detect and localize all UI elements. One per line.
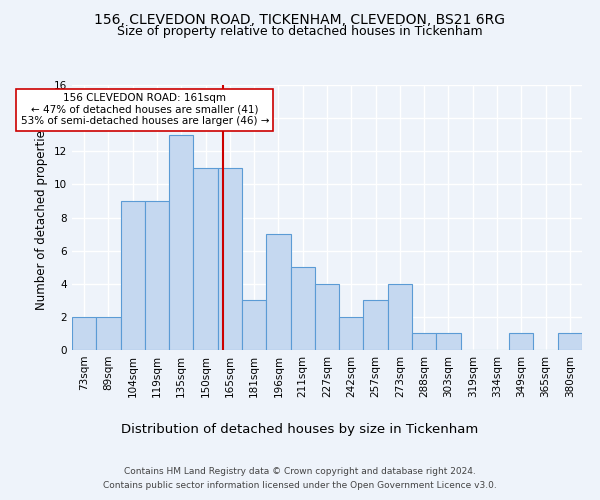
Bar xyxy=(290,267,315,350)
Bar xyxy=(169,134,193,350)
Text: 156 CLEVEDON ROAD: 161sqm
← 47% of detached houses are smaller (41)
53% of semi-: 156 CLEVEDON ROAD: 161sqm ← 47% of detac… xyxy=(20,94,269,126)
Y-axis label: Number of detached properties: Number of detached properties xyxy=(35,124,49,310)
Bar xyxy=(436,334,461,350)
Bar xyxy=(193,168,218,350)
Text: 156, CLEVEDON ROAD, TICKENHAM, CLEVEDON, BS21 6RG: 156, CLEVEDON ROAD, TICKENHAM, CLEVEDON,… xyxy=(95,12,505,26)
Bar xyxy=(339,317,364,350)
Text: Contains public sector information licensed under the Open Government Licence v3: Contains public sector information licen… xyxy=(103,481,497,490)
Bar xyxy=(218,168,242,350)
Text: Size of property relative to detached houses in Tickenham: Size of property relative to detached ho… xyxy=(117,25,483,38)
Bar xyxy=(72,317,96,350)
Text: Contains HM Land Registry data © Crown copyright and database right 2024.: Contains HM Land Registry data © Crown c… xyxy=(124,468,476,476)
Bar xyxy=(96,317,121,350)
Bar xyxy=(558,334,582,350)
Text: Distribution of detached houses by size in Tickenham: Distribution of detached houses by size … xyxy=(121,422,479,436)
Bar xyxy=(145,201,169,350)
Bar xyxy=(315,284,339,350)
Bar xyxy=(509,334,533,350)
Bar xyxy=(266,234,290,350)
Bar xyxy=(364,300,388,350)
Bar xyxy=(388,284,412,350)
Bar xyxy=(242,300,266,350)
Bar xyxy=(412,334,436,350)
Bar xyxy=(121,201,145,350)
